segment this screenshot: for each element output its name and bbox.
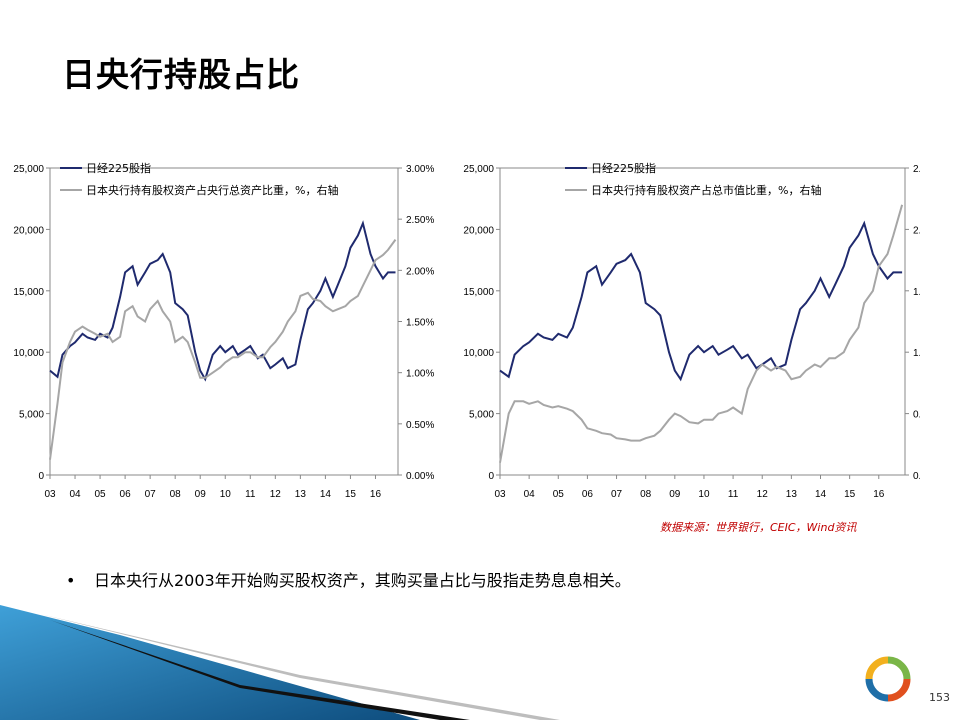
x-tick-label: 15 <box>345 489 357 500</box>
x-tick-label: 05 <box>95 489 107 500</box>
legend-label: 日经225股指 <box>86 161 151 175</box>
x-tick-label: 03 <box>494 489 506 500</box>
y-tick-label: 10,000 <box>13 348 44 359</box>
y-tick-label: 20,000 <box>463 225 494 236</box>
legend-label: 日本央行持有股权资产占央行总资产比重，%，右轴 <box>86 183 338 197</box>
y-tick-label: 25,000 <box>13 164 44 175</box>
y2-tick-label: 1.50% <box>406 318 434 329</box>
y2-tick-label: 3.00% <box>406 164 434 175</box>
x-tick-label: 15 <box>844 489 856 500</box>
x-tick-label: 13 <box>295 489 307 500</box>
y-tick-label: 20,000 <box>13 225 44 236</box>
x-tick-label: 13 <box>786 489 798 500</box>
y2-tick-label: 2.50% <box>913 164 920 175</box>
legend-label: 日经225股指 <box>591 161 656 175</box>
x-tick-label: 07 <box>145 489 157 500</box>
y2-tick-label: 0.00% <box>406 471 434 482</box>
x-tick-label: 06 <box>120 489 132 500</box>
decorative-swoosh <box>0 605 560 720</box>
x-tick-label: 11 <box>245 489 256 500</box>
y2-tick-label: 0.50% <box>913 410 920 421</box>
y-tick-label: 10,000 <box>463 348 494 359</box>
series-line-ratio <box>49 239 397 460</box>
y-tick-label: 5,000 <box>469 410 494 421</box>
y2-tick-label: 1.00% <box>913 348 920 359</box>
x-tick-label: 09 <box>669 489 681 500</box>
y2-tick-label: 1.50% <box>913 287 920 298</box>
x-tick-label: 12 <box>757 489 769 500</box>
x-tick-label: 04 <box>69 489 81 500</box>
company-logo-icon <box>865 656 911 702</box>
x-tick-label: 05 <box>553 489 565 500</box>
x-tick-label: 16 <box>370 489 382 500</box>
slide-title: 日央行持股占比 <box>62 55 300 94</box>
plot-frame <box>49 167 399 476</box>
y2-tick-label: 1.00% <box>406 369 434 380</box>
legend-label: 日本央行持有股权资产占总市值比重，%，右轴 <box>591 183 821 197</box>
y2-tick-label: 2.00% <box>406 266 434 277</box>
y-tick-label: 5,000 <box>19 410 44 421</box>
y-tick-label: 25,000 <box>463 164 494 175</box>
x-tick-label: 16 <box>873 489 885 500</box>
x-tick-label: 11 <box>728 489 739 500</box>
x-tick-label: 06 <box>582 489 594 500</box>
y2-tick-label: 2.00% <box>913 225 920 236</box>
x-tick-label: 09 <box>195 489 207 500</box>
series-line-nikkei <box>499 220 903 382</box>
y2-tick-label: 2.50% <box>406 215 434 226</box>
chart-market-cap-ratio: 0 5,000 10,000 15,000 20,000 25,000 0.00% 0.50%… <box>463 161 920 500</box>
plot-frame <box>499 167 906 476</box>
x-tick-label: 07 <box>611 489 623 500</box>
x-tick-label: 08 <box>170 489 182 500</box>
y-tick-label: 15,000 <box>13 287 44 298</box>
swoosh-blue-shape <box>0 605 420 720</box>
bullet-dot-icon: • <box>66 571 76 590</box>
y2-tick-label: 0.50% <box>406 420 434 431</box>
x-tick-label: 08 <box>640 489 652 500</box>
y2-tick-label: 0.00% <box>913 471 920 482</box>
page-number: 153 <box>929 691 950 704</box>
series-line-nikkei <box>49 220 396 382</box>
data-source: 数据来源：世界银行，CEIC，Wind资讯 <box>660 521 857 534</box>
series-line-ratio <box>499 204 904 463</box>
x-tick-label: 10 <box>698 489 710 500</box>
x-tick-label: 12 <box>270 489 282 500</box>
x-tick-label: 04 <box>524 489 536 500</box>
y-tick-label: 0 <box>38 471 44 482</box>
y-tick-label: 0 <box>488 471 494 482</box>
y-tick-label: 15,000 <box>463 287 494 298</box>
x-tick-label: 10 <box>220 489 232 500</box>
x-tick-label: 14 <box>320 489 332 500</box>
x-tick-label: 03 <box>44 489 56 500</box>
chart-bank-assets-ratio: 0 5,000 10,000 15,000 20,000 25,000 0.00% 0.50%… <box>13 161 434 500</box>
x-tick-label: 14 <box>815 489 827 500</box>
bullet-text: 日本央行从2003年开始购买股权资产，其购买量占比与股指走势息息相关。 <box>94 571 631 590</box>
bullet-item: • 日本央行从2003年开始购买股权资产，其购买量占比与股指走势息息相关。 <box>66 567 631 591</box>
